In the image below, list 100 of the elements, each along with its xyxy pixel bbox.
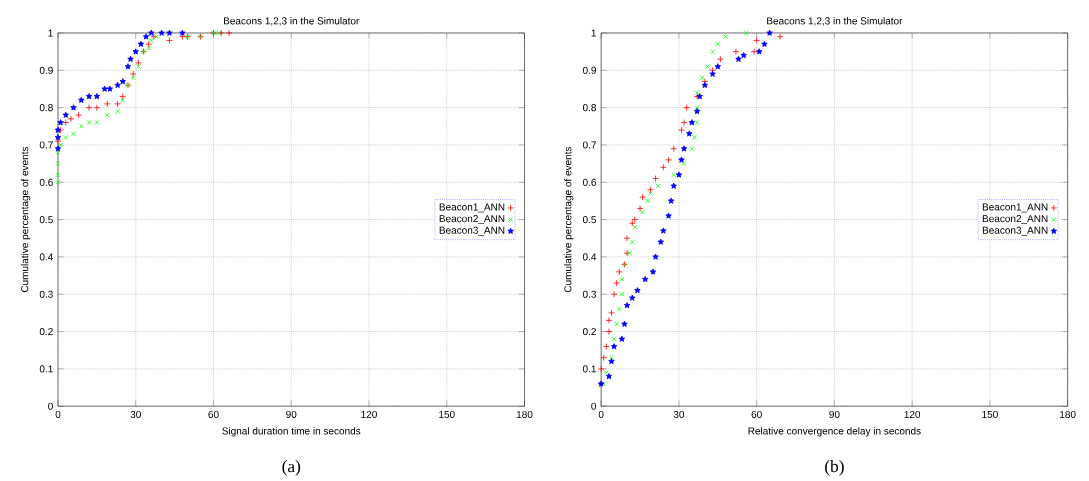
point xyxy=(146,45,152,51)
x-tick-label: 120 xyxy=(361,410,377,418)
point xyxy=(615,268,623,276)
point xyxy=(148,29,155,36)
point xyxy=(694,120,700,125)
point xyxy=(78,96,85,103)
x-tick-label: 180 xyxy=(516,410,533,418)
y-tick-label: 0.4 xyxy=(582,253,597,261)
y-tick-label: 0.8 xyxy=(582,104,597,112)
point xyxy=(132,48,139,55)
point xyxy=(614,321,620,327)
point xyxy=(55,172,61,178)
point xyxy=(639,193,646,201)
point xyxy=(608,358,615,365)
point xyxy=(732,48,740,55)
point xyxy=(735,55,742,62)
x-axis-title: Relative convergence delay in seconds xyxy=(748,427,921,437)
point xyxy=(148,37,154,43)
chart-title: Beacons 1,2,3 in the Simulator xyxy=(767,17,903,26)
point xyxy=(611,336,617,342)
point xyxy=(642,275,649,282)
point xyxy=(766,29,773,36)
point xyxy=(85,93,93,100)
point xyxy=(709,70,716,77)
legend-label: Beacon3_ANN xyxy=(982,226,1048,236)
point xyxy=(649,268,657,275)
point xyxy=(629,294,636,301)
y-tick-label: 0.9 xyxy=(39,66,53,74)
point xyxy=(55,161,61,167)
legend-label: Beacon1_ANN xyxy=(439,203,505,213)
point xyxy=(634,287,641,294)
point xyxy=(608,309,615,317)
point xyxy=(135,64,141,69)
point xyxy=(94,120,100,125)
point xyxy=(67,115,75,123)
point xyxy=(680,145,688,152)
point xyxy=(605,372,613,380)
legend-label: Beacon1_ANN xyxy=(982,203,1048,213)
point xyxy=(694,105,700,111)
point xyxy=(627,250,633,256)
point xyxy=(124,63,132,70)
point xyxy=(93,93,101,100)
point xyxy=(54,134,62,141)
point xyxy=(671,172,677,178)
point xyxy=(704,64,710,69)
point xyxy=(58,142,64,148)
point xyxy=(86,120,92,125)
point xyxy=(756,48,763,55)
point xyxy=(150,33,158,40)
point xyxy=(115,108,121,114)
y-tick-label: 0.7 xyxy=(39,141,53,149)
point xyxy=(631,216,639,223)
x-tick-label: 90 xyxy=(829,410,840,418)
point xyxy=(647,186,654,193)
y-tick-label: 0.2 xyxy=(39,327,53,336)
point xyxy=(717,55,724,63)
point xyxy=(85,104,93,111)
y-tick-label: 0.7 xyxy=(582,141,596,149)
y-tick-label: 1 xyxy=(48,29,53,37)
x-axis-title: Signal duration time in seconds xyxy=(222,427,361,437)
point xyxy=(691,134,697,140)
point xyxy=(632,224,638,230)
point xyxy=(55,149,61,155)
x-tick-label: 30 xyxy=(673,410,685,418)
point xyxy=(179,33,186,40)
point xyxy=(753,37,760,44)
point xyxy=(142,33,150,40)
point xyxy=(106,85,114,92)
y-tick-label: 0 xyxy=(591,402,597,410)
y-tick-label: 1 xyxy=(591,29,596,37)
point xyxy=(623,302,631,309)
point xyxy=(619,291,625,297)
point xyxy=(135,59,142,67)
point xyxy=(715,41,721,47)
legend-label: Beacon2_ANN xyxy=(982,214,1048,224)
legend-label: Beacon3_ANN xyxy=(439,226,505,236)
point xyxy=(657,238,664,245)
point xyxy=(104,112,110,118)
point xyxy=(699,75,705,81)
y-axis-title: Cumulative percentage of events xyxy=(564,146,574,293)
point xyxy=(694,90,700,96)
x-tick-label: 60 xyxy=(751,410,762,418)
point xyxy=(71,131,77,137)
point xyxy=(681,161,687,167)
point xyxy=(678,126,685,134)
point xyxy=(688,119,696,126)
point xyxy=(114,81,121,88)
y-tick-label: 0.6 xyxy=(39,178,53,186)
point xyxy=(119,93,127,100)
x-tick-label: 60 xyxy=(208,410,219,418)
point xyxy=(600,354,608,361)
chart-title: Beacons 1,2,3 in the Simulator xyxy=(223,17,360,26)
point xyxy=(78,123,84,129)
point xyxy=(647,190,653,196)
point xyxy=(179,29,186,36)
y-axis-title: Cumulative percentage of events xyxy=(20,146,31,293)
point xyxy=(57,119,64,126)
point xyxy=(93,104,101,111)
point xyxy=(689,146,695,152)
point xyxy=(610,290,618,298)
